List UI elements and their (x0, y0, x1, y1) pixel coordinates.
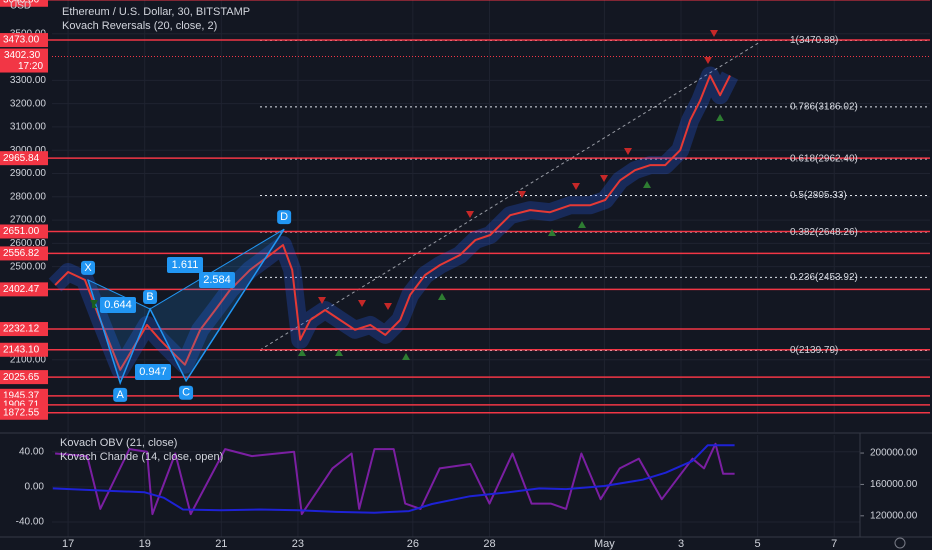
price-line-label-box (0, 342, 48, 357)
fib-label: 0.618(2962.40) (790, 154, 858, 165)
main-title: Ethereum / U.S. Dollar, 30, BITSTAMP (62, 6, 250, 18)
grid (52, 0, 930, 537)
y-tick-label: 2900.00 (10, 168, 47, 179)
pattern-point-label: X (84, 262, 92, 274)
ratio-box (135, 364, 171, 380)
fib-label: 0.5(2805.33) (790, 190, 847, 201)
x-tick-label: 7 (831, 538, 837, 550)
price-line-label-box (0, 33, 48, 48)
fib-label: 0.236(2453.92) (790, 272, 858, 283)
pattern-point-box (81, 260, 96, 275)
main-subtitle: Kovach Reversals (20, close, 2) (62, 20, 217, 32)
price-line-label: 2025.65 (3, 372, 40, 383)
pattern-point-box (113, 387, 128, 402)
pattern-path (87, 228, 285, 386)
y-tick-label: 3200.00 (10, 98, 47, 109)
price-line-label-box (0, 370, 48, 385)
price-line-label: 2651.00 (3, 226, 40, 237)
price-line-label-box (0, 224, 48, 239)
ratio-label: 2.584 (203, 274, 231, 286)
y-tick-label: 2100.00 (10, 354, 47, 365)
last-price-label: 3402.30 (4, 50, 41, 61)
pattern-point-label: D (280, 211, 288, 223)
marker (90, 300, 98, 308)
trend-line (259, 41, 761, 351)
auto-scale-button[interactable] (894, 537, 906, 549)
y2-tick-label: 200000.00 (870, 448, 918, 459)
x-tick-label: 23 (292, 538, 304, 550)
fib-label: 0.382(2648.26) (790, 227, 858, 238)
ratio-label: 1.611 (172, 259, 199, 271)
x-tick-label: May (594, 538, 615, 550)
chande-line (55, 442, 735, 516)
y-tick-label: 3300.00 (10, 75, 47, 86)
marks (0, 0, 930, 516)
price-line-label: 3646.00 (3, 0, 40, 5)
price-line-label: 2402.47 (3, 284, 40, 295)
price-line-label: 2556.82 (3, 248, 40, 259)
price-line-label: 3473.00 (3, 35, 40, 46)
price-line-label: 1872.55 (3, 407, 40, 418)
x-tick-label: 3 (678, 538, 684, 550)
y2-tick-label: 160000.00 (870, 479, 918, 490)
ratio-label: 0.947 (139, 366, 167, 378)
price-line-label-box (0, 0, 48, 7)
y-tick-label: 2500.00 (10, 261, 47, 272)
price-line-label-box (0, 322, 48, 337)
y-tick-label: 3000.00 (10, 145, 47, 156)
x-tick-label: 19 (139, 538, 151, 550)
y-tick-label: -40.00 (16, 517, 45, 528)
price-line-label: 2232.12 (3, 324, 40, 335)
fib-label: 0(2139.79) (790, 345, 838, 356)
y-tick-label: 0.00 (25, 482, 45, 493)
x-tick-label: 5 (755, 538, 761, 550)
pattern-point-box (143, 290, 158, 305)
last-price-box (0, 48, 48, 73)
x-tick-label: 21 (215, 538, 227, 550)
obv-line (52, 444, 735, 514)
y2-tick-label: 120000.00 (870, 510, 918, 521)
pattern-point-label: C (182, 387, 190, 399)
y-tick-label: 40.00 (19, 446, 44, 457)
lower-subtitle: Kovach Chande (14, close, open) (60, 451, 223, 463)
price-line-label-box (0, 246, 48, 261)
price-line-label: 2965.84 (3, 153, 40, 164)
price-line-label: 1906.71 (3, 399, 40, 410)
y-tick-label: 2700.00 (10, 215, 47, 226)
ratio-box (167, 257, 203, 273)
y-unit: USD (10, 1, 31, 12)
fib-label: 0.786(3186.02) (790, 102, 858, 113)
countdown-label: 17:20 (18, 61, 43, 72)
fib-label: 1(3470.88) (790, 35, 838, 46)
y-tick-label: 2800.00 (10, 191, 47, 202)
price-line-label-box (0, 151, 48, 166)
price-line-label: 2143.10 (3, 344, 40, 355)
price-line-label: 1945.37 (3, 390, 40, 401)
y-tick-label: 2600.00 (10, 238, 47, 249)
price-line-label-box (0, 405, 48, 420)
price-line-label-box (0, 282, 48, 297)
lower-title: Kovach OBV (21, close) (60, 437, 177, 449)
ratio-box (100, 297, 136, 313)
pattern-point-label: A (117, 389, 125, 401)
pattern-point-box (277, 210, 292, 225)
y-tick-label: 3100.00 (10, 122, 47, 133)
reversal-markers (90, 30, 724, 360)
x-tick-label: 26 (407, 538, 419, 550)
ratio-label: 0.644 (104, 299, 132, 311)
x-tick-label: 28 (483, 538, 495, 550)
ratio-box (199, 272, 235, 288)
pattern-point-label: B (146, 291, 153, 303)
pattern-point-box (179, 385, 194, 400)
x-tick-label: 17 (62, 538, 74, 550)
